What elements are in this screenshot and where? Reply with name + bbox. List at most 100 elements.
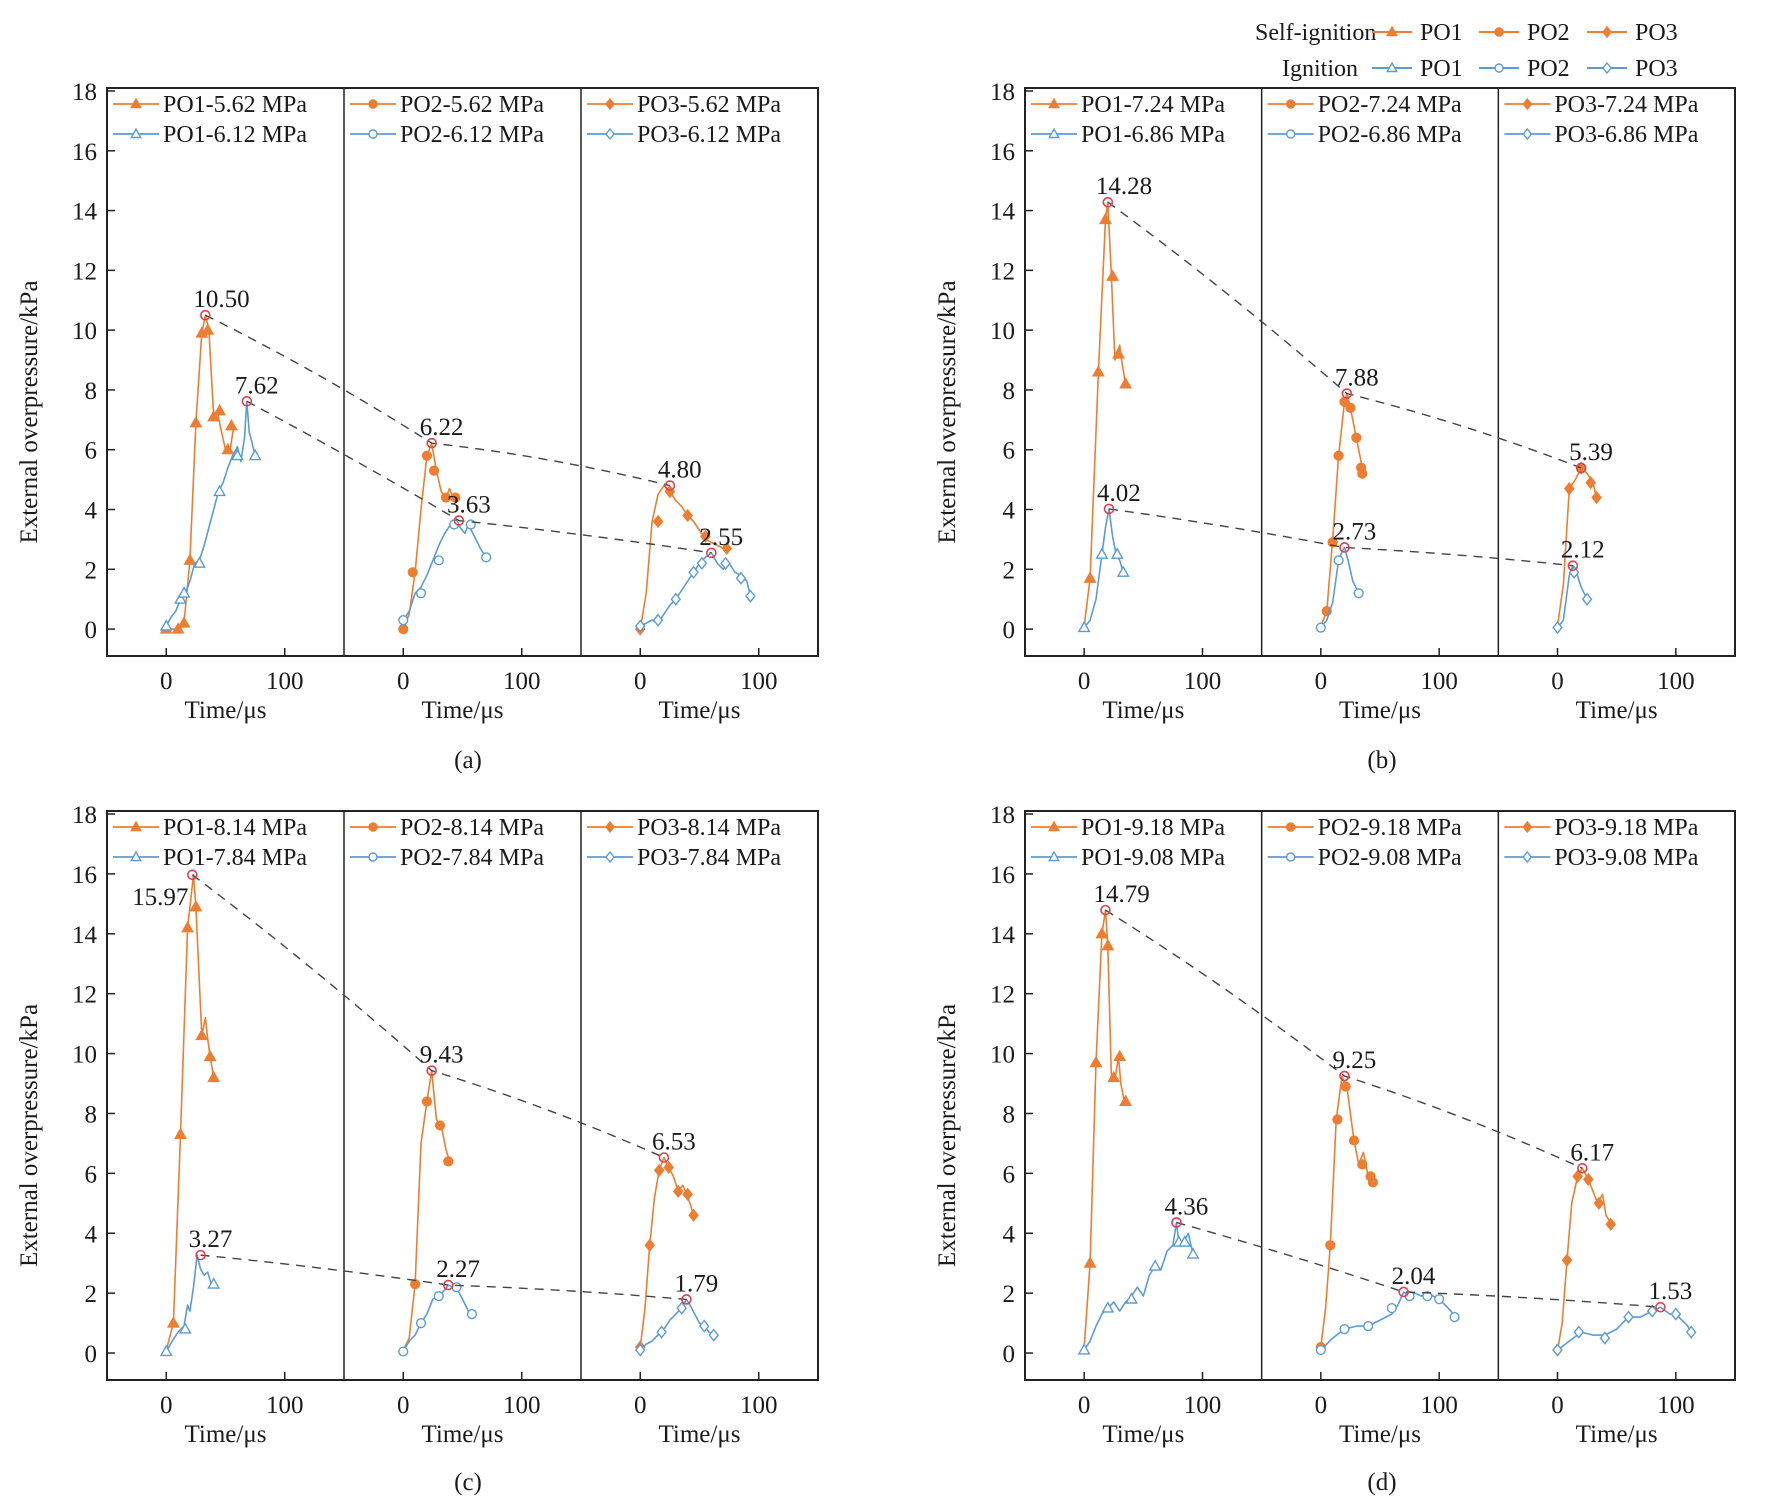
data-point-diamond-icon: [1593, 1196, 1605, 1210]
data-point-diamond-icon: [735, 571, 747, 585]
y-tick-label: 4: [85, 498, 98, 525]
x-tick-label: 100: [1657, 1392, 1695, 1419]
data-point-circle-icon: [1363, 1320, 1374, 1332]
legend-label: PO1-8.14 MPa: [163, 815, 307, 841]
series-line-po3-5-62-mpa: [639, 484, 730, 630]
series-line-po1-9-18-mpa: [1083, 909, 1126, 1348]
peak-value-label: 10.50: [193, 286, 249, 313]
plot-frame: [1024, 810, 1736, 1381]
panel-caption-b: (b): [1367, 747, 1396, 774]
x-tick-label: 100: [266, 668, 304, 695]
data-point-circle-icon: [434, 1120, 446, 1131]
y-tick-label: 14: [72, 922, 98, 949]
y-tick-label: 14: [72, 199, 98, 226]
data-point-diamond-icon: [1585, 475, 1596, 490]
x-axis-label: Time/μs: [185, 697, 267, 724]
data-point-triangle-icon: [171, 622, 185, 634]
data-point-triangle-icon: [1110, 547, 1124, 559]
y-tick-label: 16: [990, 139, 1015, 166]
peak-value-label: 2.12: [1561, 537, 1605, 564]
y-tick-label: 14: [990, 922, 1016, 949]
legend-label: PO2-6.86 MPa: [1318, 122, 1462, 148]
peak-value-label: 9.25: [1333, 1047, 1377, 1074]
data-point-diamond-icon: [708, 1328, 720, 1342]
y-tick-label: 18: [72, 79, 97, 106]
data-point-diamond-icon: [1564, 481, 1575, 496]
peak-marker-icon: [241, 395, 253, 407]
global-legend-item-label: PO3: [1635, 56, 1678, 82]
data-point-circle-icon: [1315, 1344, 1326, 1356]
series-line-po3-8-14-mpa: [639, 1156, 695, 1348]
peak-marker-icon: [1655, 1301, 1666, 1313]
data-point-triangle-icon: [1178, 1235, 1192, 1247]
data-point-diamond-icon: [653, 1163, 665, 1177]
plot-frame: [106, 810, 819, 1381]
data-point-circle-icon: [1348, 1135, 1360, 1146]
data-point-circle-icon: [433, 555, 444, 566]
x-tick-label: 100: [266, 1392, 304, 1419]
data-point-triangle-icon: [1095, 547, 1109, 559]
data-point-triangle-icon: [225, 418, 238, 431]
x-axis-label: Time/μs: [422, 1421, 504, 1448]
data-point-circle-icon: [1345, 402, 1356, 413]
legend-marker-circle-icon: [368, 129, 378, 139]
peak-marker-icon: [426, 437, 437, 449]
y-tick-label: 2: [85, 557, 98, 584]
data-point-triangle-icon: [1091, 365, 1105, 377]
data-point-circle-icon: [1353, 588, 1364, 599]
x-axis-label: Time/μs: [1339, 1421, 1421, 1448]
legend-label: PO3-6.12 MPa: [637, 122, 781, 148]
data-point-diamond-icon: [720, 556, 731, 570]
y-tick-label: 10: [990, 318, 1015, 345]
peak-value-label: 4.02: [1097, 480, 1141, 507]
peak-marker-icon: [200, 309, 211, 321]
series-line-po1-7-84-mpa: [165, 1254, 214, 1352]
data-point-triangle-icon: [159, 1344, 173, 1357]
data-point-circle-icon: [1339, 1323, 1350, 1335]
series-line-po1-8-14-mpa: [165, 873, 215, 1351]
y-tick-label: 0: [1003, 617, 1016, 644]
data-point-triangle-icon: [177, 616, 191, 628]
data-point-diamond-icon: [652, 613, 664, 627]
x-axis-label: Time/μs: [1102, 1421, 1184, 1448]
data-point-circle-icon: [421, 1096, 433, 1107]
data-point-circle-icon: [410, 1279, 421, 1290]
global-legend: Self-ignition PO1 PO2 PO3 Ignition PO1 PO2 PO3: [1255, 20, 1678, 82]
y-tick-label: 12: [72, 982, 97, 1009]
data-point-triangle-icon: [1116, 565, 1130, 577]
data-point-diamond-icon: [745, 589, 756, 603]
data-point-triangle-icon: [1089, 1055, 1103, 1068]
legend-label: PO2-5.62 MPa: [400, 92, 544, 118]
data-point-diamond-icon: [663, 1160, 674, 1174]
data-point-diamond-icon: [652, 514, 664, 529]
peak-marker-icon: [1100, 904, 1111, 916]
data-point-triangle-icon: [195, 1028, 209, 1041]
legend-label: PO2-9.08 MPa: [1318, 845, 1462, 871]
legend-marker-triangle-icon: [1048, 97, 1060, 109]
y-tick-label: 14: [990, 199, 1016, 226]
x-tick-label: 100: [740, 668, 778, 695]
data-point-triangle-icon: [221, 442, 235, 455]
peak-marker-icon: [442, 1279, 454, 1291]
data-point-circle-icon: [415, 588, 427, 599]
series-line-po2-9-18-mpa: [1320, 1075, 1374, 1348]
data-point-triangle-icon: [1107, 1070, 1121, 1083]
legend-marker-diamond-icon: [1522, 127, 1533, 141]
data-point-circle-icon: [1332, 1114, 1343, 1125]
data-point-triangle-icon: [1148, 1259, 1162, 1271]
data-point-circle-icon: [1325, 1240, 1336, 1251]
data-point-triangle-icon: [174, 1127, 187, 1139]
peak-marker-icon: [706, 547, 717, 559]
data-point-circle-icon: [481, 552, 492, 563]
y-axis-label: External overpressure/kPa: [16, 1004, 43, 1267]
legend-label: PO2-8.14 MPa: [400, 815, 544, 841]
x-tick-label: 100: [1657, 668, 1695, 695]
data-point-triangle-icon: [201, 323, 215, 335]
panel-caption-d: (d): [1367, 1469, 1396, 1496]
data-point-triangle-icon: [189, 899, 203, 912]
data-point-diamond-icon: [1646, 1304, 1658, 1318]
data-point-diamond-icon: [688, 1208, 699, 1222]
